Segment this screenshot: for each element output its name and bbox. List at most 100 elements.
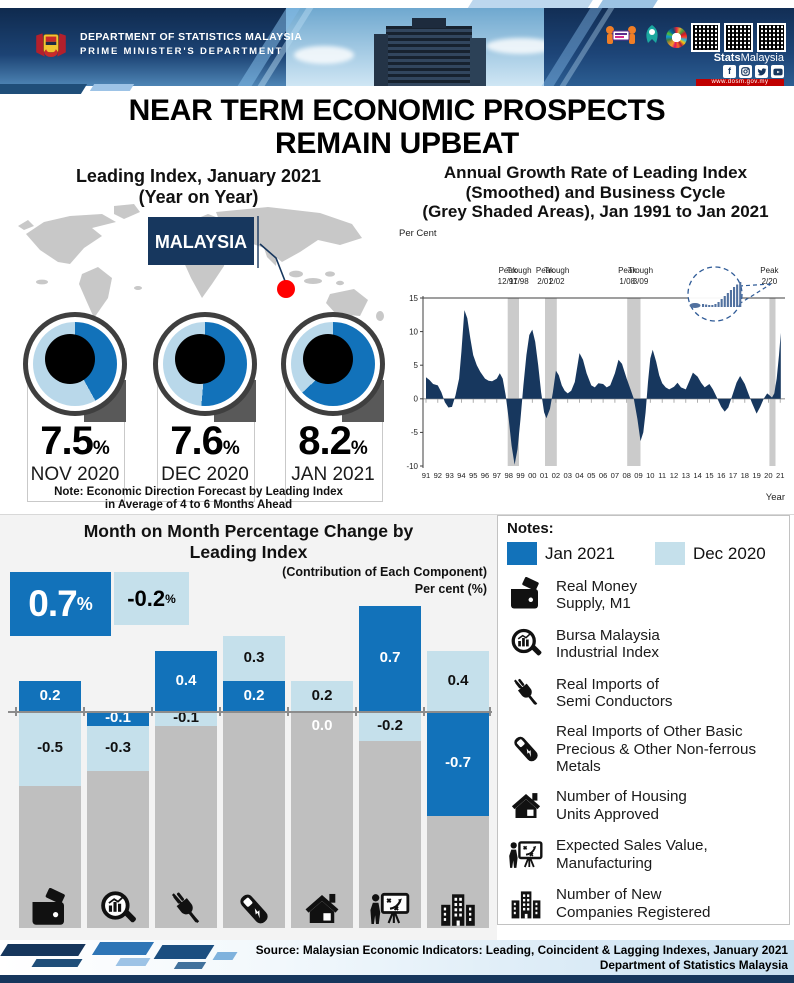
turning-point-date: 2/02 — [549, 277, 565, 286]
bar-dec-2020 — [19, 711, 81, 786]
facebook-icon[interactable]: f — [723, 65, 736, 78]
turning-point-date: 2/01 — [537, 277, 553, 286]
x-tick-label: 04 — [575, 471, 583, 480]
growth-heading-line3: (Grey Shaded Areas), Jan 1991 to Jan 202… — [422, 202, 769, 221]
y-tick-label: 15 — [409, 294, 418, 303]
mom-axis-tick — [151, 707, 153, 716]
gauge-value: 7.5 — [40, 419, 94, 463]
x-tick-label: 02 — [552, 471, 560, 480]
percent-sign: % — [92, 438, 110, 459]
component-column: -0.1 -0.3 — [87, 515, 149, 940]
usb-icon — [506, 730, 546, 768]
total-jan-value: 0.7 — [28, 583, 77, 624]
percent-sign: % — [350, 438, 368, 459]
qr-code[interactable] — [757, 22, 786, 52]
sdg-wheel-logo — [666, 26, 687, 48]
mom-change-section: Month on Month Percentage Change by Lead… — [0, 515, 497, 940]
component-column: 0.2 -0.5 — [19, 515, 81, 940]
x-tick-label: 19 — [752, 471, 760, 480]
bar-dec-2020 — [291, 681, 353, 711]
turning-point-label: Peak — [618, 266, 637, 275]
census-mascot-logo — [604, 22, 638, 53]
gauge-ring — [153, 312, 257, 416]
mom-title-line2: Leading Index — [189, 542, 308, 562]
x-tick-label: 01 — [540, 471, 548, 480]
stats-malaysia-brand: StatsMalaysia — [714, 52, 784, 64]
gauge-center — [303, 334, 353, 384]
x-tick-label: 21 — [776, 471, 784, 480]
gauge-value: 7.6 — [170, 419, 224, 463]
section-divider — [0, 514, 794, 515]
value-label-dec: 0.4 — [447, 671, 469, 689]
mom-axis-line — [8, 711, 492, 713]
recession-band — [627, 298, 641, 466]
percent-sign: % — [165, 591, 176, 606]
recession-band — [769, 298, 776, 466]
building-photo — [286, 8, 574, 86]
malaysia-location-dot — [277, 280, 295, 298]
plug-icon — [165, 888, 207, 930]
recession-band — [545, 298, 557, 466]
page-title: NEAR TERM ECONOMIC PROSPECTS REMAIN UPBE… — [0, 94, 794, 160]
qr-code[interactable] — [691, 22, 720, 52]
presentation-icon — [506, 836, 546, 874]
mom-subtitle1: (Contribution of Each Component) — [282, 565, 487, 579]
statistics-campaign-logo — [642, 23, 662, 52]
malaysia-label-box — [148, 217, 254, 265]
search-chart-icon — [506, 625, 546, 663]
notes-item-label: Expected Sales Value, Manufacturing — [556, 837, 708, 872]
forecast-note-line1: Note: Economic Direction Forecast by Lea… — [54, 486, 343, 498]
mom-axis-tick — [15, 707, 17, 716]
footer: Source: Malaysian Economic Indicators: L… — [0, 940, 794, 975]
notes-item: Number of Housing Units Approved — [506, 787, 785, 825]
value-label-dec: 0.3 — [243, 649, 265, 666]
banner-bottom-decoration — [0, 84, 88, 94]
value-label-dec: -0.1 — [173, 709, 199, 726]
gauge-dec-2020: 7.6% DEC 2020 — [140, 312, 270, 506]
component-column: 0.0 0.2 — [291, 515, 353, 940]
y-tick-label: 0 — [414, 395, 419, 404]
x-tick-label: 99 — [516, 471, 524, 480]
qr-code[interactable] — [724, 22, 753, 52]
growth-chart-heading: Annual Growth Rate of Leading Index (Smo… — [397, 163, 794, 222]
leading-index-heading: Leading Index, January 2021 (Year on Yea… — [0, 166, 397, 208]
turning-point-label: Peak — [536, 266, 555, 275]
legend: Jan 2021 Dec 2020 — [507, 542, 766, 565]
gauge-jan-2021: 8.2% JAN 2021 — [268, 312, 398, 506]
y-tick-label: -5 — [411, 428, 419, 437]
total-jan-2021-box: 0.7% — [10, 572, 111, 636]
component-column: -0.7 0.4 — [427, 515, 489, 940]
twitter-icon[interactable] — [755, 65, 768, 78]
growth-area-series — [426, 310, 781, 465]
buildings-icon — [437, 888, 479, 930]
gauge-ring — [23, 312, 127, 416]
component-column: 0.7 -0.2 — [359, 515, 421, 940]
wallet-icon — [29, 887, 71, 930]
bar-dec-2020 — [359, 711, 421, 741]
gauge-ring — [281, 312, 385, 416]
annual-growth-chart: 15 10 5 0 -5 -10 91 92 93 94 95 96 97 98 99 00 01 02 03 04 0… — [399, 228, 785, 503]
banner-bottom-decoration — [89, 84, 135, 91]
page-title-line1: NEAR TERM ECONOMIC PROSPECTS — [128, 94, 666, 127]
mom-axis-tick — [423, 707, 425, 716]
value-label-jan: -0.7 — [445, 754, 471, 771]
forecast-note-line2: in Average of 4 to 6 Months Ahead — [104, 499, 293, 511]
column-grey-base — [223, 711, 285, 928]
brand-light: Malaysia — [740, 52, 784, 64]
notes-item: Expected Sales Value, Manufacturing — [506, 836, 785, 874]
website-url[interactable]: www.dosm.gov.my — [696, 79, 784, 86]
value-label-jan: 0.2 — [39, 686, 61, 704]
notes-item: Bursa Malaysia Industrial Index — [506, 625, 785, 663]
instagram-icon[interactable] — [739, 65, 752, 78]
turning-point-date: 1/08 — [619, 277, 635, 286]
house-icon — [506, 787, 546, 825]
total-dec-value: -0.2 — [127, 585, 166, 611]
bar-dec-2020 — [87, 726, 149, 771]
x-tick-label: 98 — [504, 471, 512, 480]
magnifier-inset — [687, 266, 772, 322]
value-label-jan: 0.4 — [175, 671, 197, 689]
youtube-icon[interactable] — [771, 65, 784, 78]
bar-jan-2021 — [427, 711, 489, 816]
turning-point-label: Trough — [628, 266, 653, 275]
